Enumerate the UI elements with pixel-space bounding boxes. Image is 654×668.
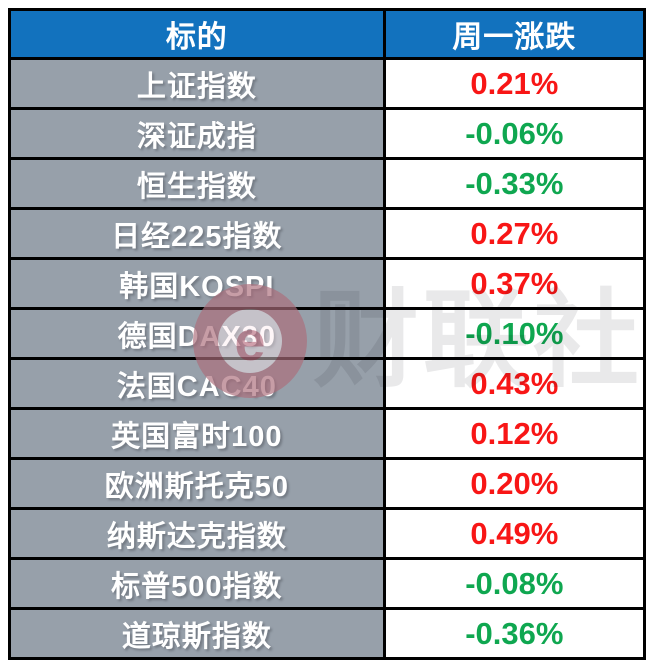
index-change-value: -0.33% xyxy=(382,157,647,210)
index-name: 道琼斯指数 xyxy=(8,607,386,660)
table-row: 英国富时100 0.12% xyxy=(8,407,647,460)
index-name: 韩国KOSPI xyxy=(8,257,386,310)
header-target: 标的 xyxy=(8,8,386,60)
table-row: 标普500指数 -0.08% xyxy=(8,557,647,610)
index-name: 英国富时100 xyxy=(8,407,386,460)
header-monday-change: 周一涨跌 xyxy=(382,8,647,60)
index-name: 恒生指数 xyxy=(8,157,386,210)
table-row: 上证指数 0.21% xyxy=(8,57,647,110)
index-name: 纳斯达克指数 xyxy=(8,507,386,560)
index-change-value: 0.20% xyxy=(382,457,647,510)
market-index-table: 标的 周一涨跌 上证指数 0.21% 深证成指 -0.06% 恒生指数 -0.3… xyxy=(8,8,647,660)
table-row: 德国DAX30 -0.10% xyxy=(8,307,647,360)
index-change-value: -0.10% xyxy=(382,307,647,360)
index-change-value: 0.43% xyxy=(382,357,647,410)
index-name: 日经225指数 xyxy=(8,207,386,260)
table-row: 韩国KOSPI 0.37% xyxy=(8,257,647,310)
index-change-value: 0.21% xyxy=(382,57,647,110)
table-row: 恒生指数 -0.33% xyxy=(8,157,647,210)
index-change-value: -0.06% xyxy=(382,107,647,160)
index-name: 德国DAX30 xyxy=(8,307,386,360)
index-change-value: -0.08% xyxy=(382,557,647,610)
table-row: 纳斯达克指数 0.49% xyxy=(8,507,647,560)
header-row: 标的 周一涨跌 xyxy=(8,8,647,60)
table-row: 日经225指数 0.27% xyxy=(8,207,647,260)
index-name: 上证指数 xyxy=(8,57,386,110)
index-name: 标普500指数 xyxy=(8,557,386,610)
table-row: 深证成指 -0.06% xyxy=(8,107,647,160)
table-row: 法国CAC40 0.43% xyxy=(8,357,647,410)
index-change-value: -0.36% xyxy=(382,607,647,660)
index-name: 法国CAC40 xyxy=(8,357,386,410)
index-change-value: 0.37% xyxy=(382,257,647,310)
index-change-value: 0.27% xyxy=(382,207,647,260)
index-change-value: 0.12% xyxy=(382,407,647,460)
index-change-value: 0.49% xyxy=(382,507,647,560)
table-row: 道琼斯指数 -0.36% xyxy=(8,607,647,660)
index-name: 深证成指 xyxy=(8,107,386,160)
table-row: 欧洲斯托克50 0.20% xyxy=(8,457,647,510)
index-name: 欧洲斯托克50 xyxy=(8,457,386,510)
